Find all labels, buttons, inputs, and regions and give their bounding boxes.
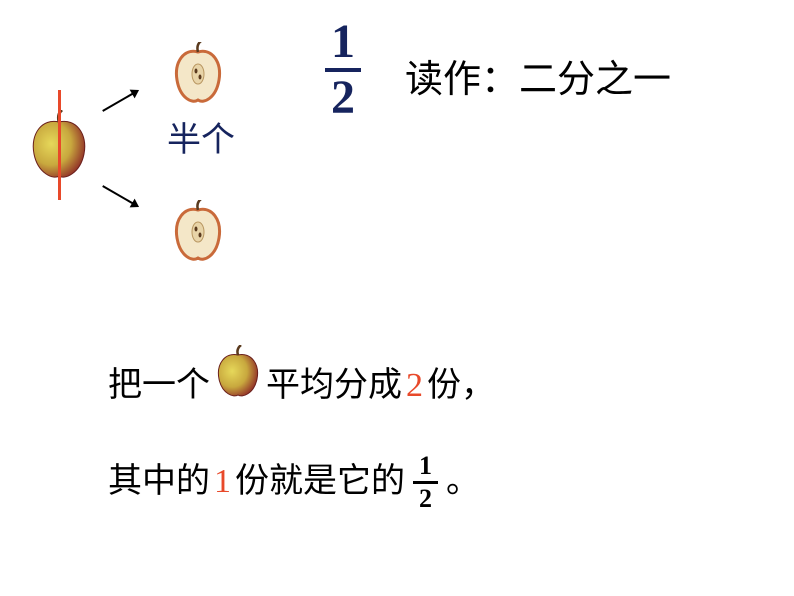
text-part2: 平均分成: [266, 349, 402, 424]
text-part1: 把一个: [108, 349, 210, 424]
arrow-to-top-half: [102, 90, 138, 112]
sentence-row-1: 把一个 平均分成 2 份，: [108, 345, 495, 427]
arrow-to-bottom-half: [102, 185, 138, 207]
whole-apple-with-line: [28, 110, 90, 187]
explanation-sentence: 把一个 平均分成 2 份， 其中的: [108, 345, 495, 520]
fraction-denominator: 2: [325, 72, 361, 122]
small-fraction: 1 2: [413, 453, 438, 512]
slide: 半个 1 2 读作：二分之一 把一个: [0, 0, 794, 596]
text-part6: 。: [446, 445, 480, 520]
read-as-text: 读作：二分之一: [405, 48, 671, 103]
text-part3: 份，: [427, 349, 495, 424]
parts-count: 2: [402, 349, 427, 424]
whole-apple-icon: [214, 345, 262, 399]
big-fraction: 1 2: [325, 18, 361, 122]
text-part4: 其中的: [108, 445, 210, 520]
half-apple-icon: [170, 200, 226, 264]
half-apple-icon: [170, 42, 226, 106]
inline-apple: [214, 345, 262, 427]
sentence-row-2: 其中的 1 份就是它的 1 2 。: [108, 445, 495, 520]
fraction-denominator: 2: [413, 484, 438, 512]
split-line: [58, 90, 61, 200]
fraction-numerator: 1: [325, 18, 361, 68]
taken-count: 1: [210, 445, 235, 520]
text-part5: 份就是它的: [235, 445, 405, 520]
half-label: 半个: [167, 112, 235, 161]
fraction-numerator: 1: [413, 453, 438, 481]
